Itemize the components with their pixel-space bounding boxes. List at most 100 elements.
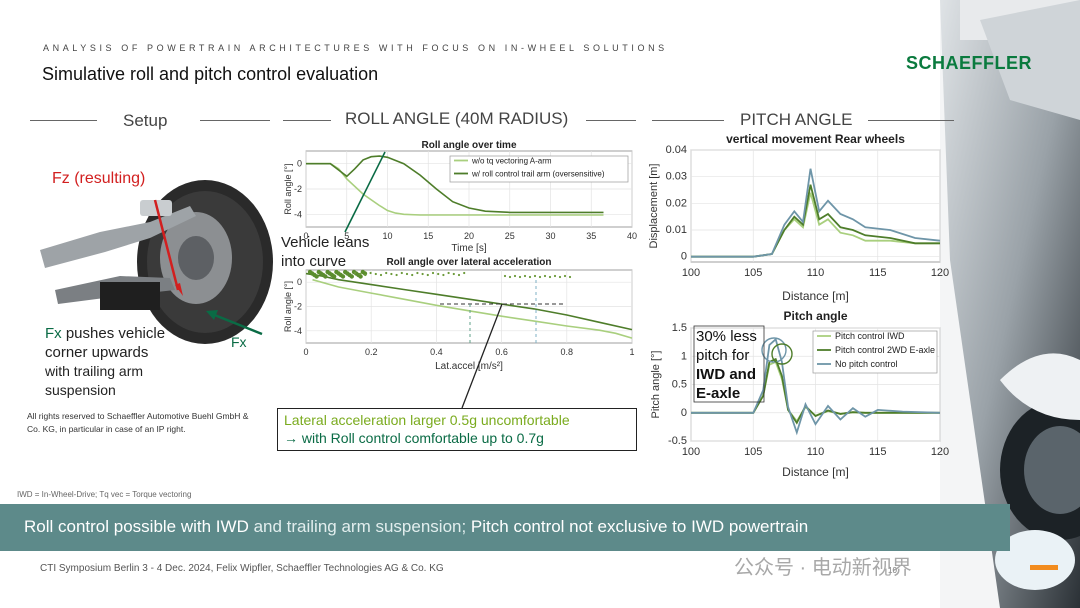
scatter-point — [327, 271, 332, 276]
scatter-point — [563, 274, 567, 278]
scatter-point — [364, 273, 367, 277]
legend-box — [812, 330, 938, 374]
scatter-point — [463, 271, 466, 275]
scatter-point — [553, 274, 557, 278]
x-axis-label: Distance [m] — [782, 289, 849, 303]
page-number: 10 — [888, 566, 897, 575]
x-tick-label: 0 — [303, 347, 308, 357]
scatter-point — [336, 271, 341, 276]
series-line — [691, 168, 941, 258]
y-tick-label: -2 — [294, 184, 302, 194]
plot-frame — [690, 149, 941, 263]
x-tick-label: 105 — [744, 446, 762, 458]
x-tick-label: 25 — [505, 231, 515, 241]
conclusion-text: Roll control possible with IWD and trail… — [24, 517, 808, 537]
callout-line-2: → with Roll control comfortable up to 0.… — [284, 430, 544, 446]
series-line — [306, 162, 604, 216]
scatter-point — [421, 272, 424, 276]
x-tick-label: 0.6 — [495, 347, 508, 357]
x-tick-label: 115 — [869, 267, 887, 279]
chart-title: Roll angle over time — [421, 140, 516, 151]
x-tick-label: 0.2 — [365, 347, 378, 357]
divider — [868, 120, 954, 121]
scatter-point — [321, 272, 326, 278]
x-tick-label: 30 — [545, 231, 555, 241]
highlight-circle — [761, 337, 787, 363]
scatter-point — [318, 271, 324, 276]
x-axis-label: Distance [m] — [782, 465, 849, 479]
section-setup-heading: Setup — [123, 111, 168, 130]
conclusion-part-2: and trailing arm suspension; — [248, 517, 471, 536]
scatter-point — [329, 272, 335, 278]
lateral-acceleration-callout — [277, 408, 637, 451]
legend-label: Pitch control IWD — [835, 331, 905, 341]
series-line — [691, 357, 940, 425]
x-tick-label: 110 — [807, 267, 825, 279]
series-line — [691, 337, 941, 436]
y-axis-label: Roll angle [°] — [283, 163, 293, 214]
vehicle-leans-annotation: Vehicle leans into curve — [281, 233, 391, 271]
page-title: Simulative roll and pitch control evalua… — [42, 64, 379, 84]
highlight-circle — [771, 343, 793, 365]
overline: ANALYSIS OF POWERTRAIN ARCHITECTURES WIT… — [43, 43, 668, 53]
fx-desc-3: with trailing arm — [45, 363, 144, 379]
scatter-point — [528, 275, 532, 279]
plot-frame — [305, 269, 633, 344]
scatter-point — [369, 271, 372, 275]
plot-frame — [690, 327, 941, 442]
scatter-point — [310, 271, 315, 276]
y-tick-label: -2 — [294, 302, 302, 312]
divider — [200, 120, 270, 121]
fx-desc-2: corner upwards — [45, 344, 149, 361]
conclusion-banner — [0, 504, 1010, 551]
footnote: IWD = In-Wheel-Drive; Tq vec = Torque ve… — [17, 490, 192, 499]
scatter-point — [379, 273, 383, 277]
x-axis-label: Lat.accel [m/s²] — [435, 361, 503, 372]
conclusion-part-1: Roll control possible with IWD — [24, 517, 249, 536]
scatter-point — [568, 275, 572, 279]
scatter-point — [447, 271, 450, 275]
leans-pointer-line — [344, 151, 386, 233]
x-tick-label: 100 — [682, 267, 700, 279]
y-tick-label: 0.04 — [666, 144, 687, 156]
scatter-point — [400, 271, 403, 275]
series-line — [691, 192, 940, 258]
chart-title: Roll angle over lateral acceleration — [386, 257, 551, 268]
section-roll-heading: ROLL ANGLE (40M RADIUS) — [345, 109, 569, 128]
scatter-point — [353, 271, 357, 275]
pitch-annotation-line: IWD and — [696, 366, 756, 383]
scatter-point — [411, 273, 414, 277]
y-tick-label: 0 — [681, 251, 687, 263]
scatter-point — [457, 273, 461, 277]
y-tick-label: -4 — [294, 209, 302, 219]
scatter-point — [323, 274, 328, 279]
y-tick-label: 0 — [297, 159, 302, 169]
scatter-point — [314, 274, 319, 279]
scatter-point — [426, 273, 429, 277]
scatter-point — [416, 271, 419, 275]
chart-title: Pitch angle — [783, 309, 847, 323]
x-tick-label: 0.4 — [430, 347, 443, 357]
plot-frame — [305, 150, 633, 228]
series-line — [306, 155, 604, 214]
scatter-point — [362, 271, 368, 276]
scatter-point — [523, 274, 527, 278]
x-axis-label: Time [s] — [451, 243, 486, 254]
y-tick-label: -4 — [294, 326, 302, 336]
x-tick-label: 0.8 — [561, 347, 574, 357]
scatter-point — [345, 271, 350, 276]
divider — [30, 120, 97, 121]
scatter-point — [543, 274, 547, 278]
scatter-point — [356, 272, 361, 278]
scatter-point — [385, 271, 388, 275]
legend-label: No pitch control — [835, 359, 898, 369]
y-tick-label: 0.5 — [672, 379, 687, 391]
brand-logo: SCHAEFFLER — [906, 53, 1032, 73]
x-tick-label: 35 — [586, 231, 596, 241]
fx-term: Fx — [45, 325, 62, 342]
scatter-point — [390, 272, 393, 276]
x-tick-label: 20 — [464, 231, 474, 241]
scatter-point — [437, 272, 440, 276]
y-axis-label: Roll angle [°] — [283, 281, 293, 332]
callout-line-1: Lateral acceleration larger 0.5g uncomfo… — [284, 412, 570, 428]
